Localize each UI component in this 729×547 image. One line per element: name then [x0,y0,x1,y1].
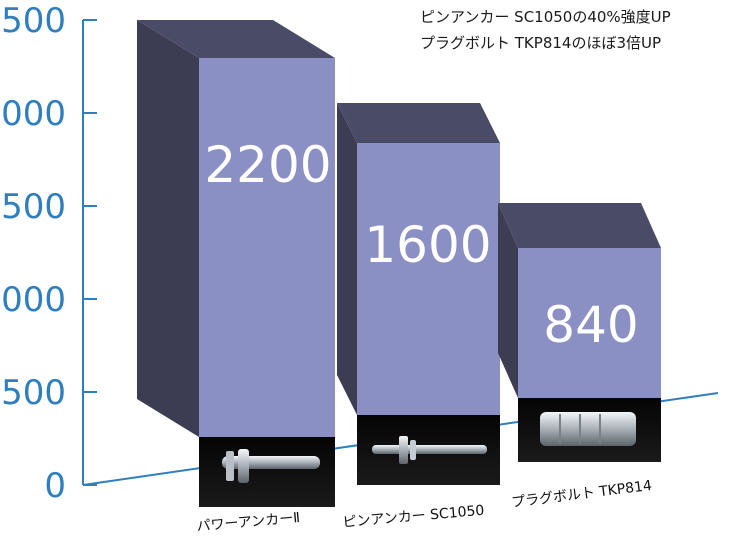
bar-value-label: 840 [543,296,638,354]
category-label: ピンアンカー SC1050 [342,503,485,531]
y-tick-label: 2500 [0,1,66,41]
annotation-line-2: プラグボルト TKP814のほぼ3倍UP [420,34,662,52]
bar [518,248,661,398]
y-tick-label: 2000 [0,94,66,134]
bar-side-face [498,203,518,398]
category-label: パワーアンカーⅡ [196,510,301,535]
bar [199,58,335,437]
bar-top-face [137,20,335,58]
product-photo-plug-bolt [518,398,661,462]
y-tick-label: 0 [44,466,66,506]
y-tick-label: 1500 [0,187,66,227]
bar-top-face [498,203,661,248]
bar-top-face [337,103,500,143]
product-photo-power-anchor [199,437,335,507]
y-ticks: 0 500 1000 1500 2000 2500 [0,1,97,506]
value-labels: 2200 1600 840 [204,136,638,354]
bar-side-face [337,103,357,415]
annotation-line-1: ピンアンカー SC1050の40%強度UP [420,8,671,26]
y-tick-label: 1000 [0,280,66,320]
product-photo-pin-anchor [357,415,500,485]
bar-value-label: 2200 [204,136,331,194]
bar-side-face [137,20,199,437]
bar-value-label: 1600 [364,216,491,274]
category-label: プラグボルト TKP814 [511,478,653,511]
y-tick-label: 500 [1,373,66,413]
bars [137,20,661,437]
bar [357,143,500,415]
